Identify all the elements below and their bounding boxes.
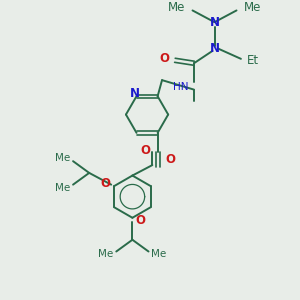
Text: N: N [130,87,140,100]
Text: Me: Me [168,1,185,14]
Text: N: N [209,16,220,29]
Text: Me: Me [152,249,167,260]
Text: Me: Me [98,249,113,260]
Text: Me: Me [244,1,261,14]
Text: O: O [135,214,145,227]
Text: Me: Me [55,153,70,163]
Text: Et: Et [247,54,259,68]
Text: N: N [209,42,220,55]
Text: O: O [159,52,169,65]
Text: Me: Me [55,183,70,193]
Text: O: O [140,144,150,157]
Text: O: O [165,153,175,166]
Text: O: O [100,177,111,190]
Text: HN: HN [172,82,188,92]
